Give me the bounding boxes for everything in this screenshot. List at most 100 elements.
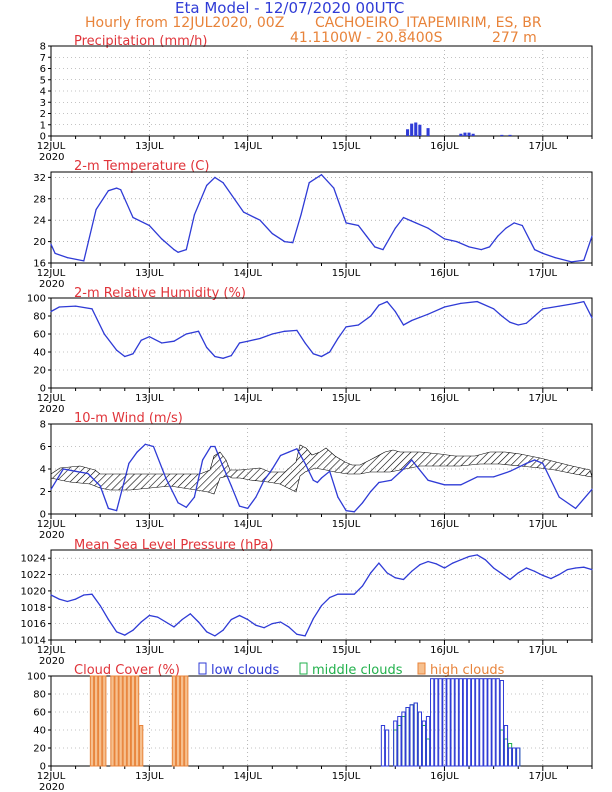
wind-point [329, 470, 331, 472]
temperature-ytick-label: 24 [33, 216, 46, 227]
wind-series-line [50, 443, 593, 513]
pressure-xtick-label: 12JUL [37, 645, 66, 656]
precip-ytick-label: 7 [40, 53, 46, 64]
precip-xtick-label: 17JUL [529, 141, 558, 152]
humidity-x-axis-labels: 12JUL 13JUL 14JUL 15JUL 16JUL 17JUL 2020 [37, 393, 558, 415]
precip-ytick-label: 5 [40, 75, 46, 86]
pressure-point [345, 593, 347, 595]
temperature-point [357, 224, 359, 227]
cloud-xtick-label: 16JUL [430, 771, 459, 782]
high-cloud-bar [180, 675, 185, 767]
wind-point [271, 468, 273, 470]
pressure-point [484, 559, 487, 561]
legend-low-label: low clouds [211, 663, 280, 678]
pressure-point [320, 605, 323, 607]
humidity-point [542, 308, 544, 310]
pressure-point [435, 563, 437, 565]
precip-bar [459, 133, 463, 136]
humidity-point [124, 355, 126, 358]
humidity-xtick-label: 12JUL [37, 393, 66, 404]
legend-high-swatch [417, 662, 426, 675]
temperature-xtick-label: 12JUL [37, 268, 66, 279]
temperature-point [185, 249, 187, 251]
humidity-point [345, 326, 347, 328]
pressure-ytick-label: 1024 [21, 554, 46, 565]
wind-point [378, 481, 380, 484]
low-cloud-bar [413, 702, 418, 767]
humidity-point [140, 339, 142, 341]
low-cloud-bar [458, 678, 463, 767]
temperature-point [132, 216, 134, 219]
temperature-panel: 16 20 24 28 32 [33, 171, 593, 270]
high-cloud-bar [118, 675, 123, 767]
temperature-point [243, 211, 245, 213]
pressure-point [50, 594, 52, 596]
cloud-ytick-label: 80 [33, 690, 46, 701]
pressure-point [197, 621, 200, 623]
pressure-point [566, 569, 569, 571]
temperature-point [50, 243, 52, 245]
temperature-point [443, 238, 446, 240]
low-cloud-bar [475, 678, 480, 767]
legend-high-label: high clouds [430, 663, 505, 678]
pressure-point [115, 631, 118, 633]
pressure-point [271, 623, 273, 625]
run-info: Hourly from 12JUL2020, 00Z [85, 15, 284, 31]
temperature-point [427, 227, 429, 229]
pressure-point [370, 572, 372, 574]
humidity-point [337, 337, 339, 340]
precip-bar [426, 128, 430, 136]
humidity-point [304, 342, 306, 344]
wind-point [493, 476, 495, 478]
temperature-point [83, 260, 85, 262]
temperature-point [505, 227, 507, 229]
humidity-year-label: 2020 [39, 404, 64, 415]
precip-ytick-label: 2 [40, 109, 46, 120]
pressure-point [247, 618, 249, 621]
low-cloud-bar [409, 704, 414, 767]
temperature-point [534, 249, 536, 251]
temperature-point [402, 216, 405, 219]
wind-point [136, 451, 138, 453]
humidity-ytick-label: 40 [33, 348, 46, 359]
humidity-point [534, 315, 536, 317]
temperature-point [333, 187, 335, 189]
temperature-ytick-label: 20 [33, 237, 46, 248]
humidity-point [320, 355, 323, 358]
wind-point [427, 479, 429, 481]
low-cloud-bar [446, 678, 451, 767]
humidity-ytick-label: 20 [33, 366, 46, 377]
wind-point [107, 507, 109, 509]
high-cloud-bar [89, 675, 95, 767]
humidity-point [161, 342, 163, 344]
station-coords: 41.1100W - 20.8400S [290, 30, 443, 46]
pressure-point [394, 577, 396, 579]
pressure-point [288, 626, 290, 628]
temperature-point [554, 257, 556, 259]
wind-ytick-label: 8 [40, 420, 46, 431]
pressure-point [468, 555, 470, 558]
pressure-frame [50, 549, 593, 641]
low-cloud-bar [483, 678, 488, 767]
pressure-point [591, 569, 593, 571]
temperature-point [542, 252, 544, 254]
temperature-year-label: 2020 [39, 279, 64, 290]
cloud-ytick-label: 60 [33, 708, 46, 719]
pressure-xtick-label: 15JUL [332, 645, 361, 656]
humidity-point [411, 319, 413, 322]
humidity-point [501, 315, 503, 317]
humidity-point [427, 313, 429, 315]
wind-point [62, 468, 64, 470]
pressure-point [361, 585, 364, 587]
temperature-point [107, 190, 109, 192]
pressure-point [189, 613, 191, 615]
precip-bar [406, 129, 410, 136]
pressure-point [132, 629, 134, 631]
temperature-point [66, 257, 68, 259]
cloud-panel-title: Cloud Cover (%) [74, 663, 180, 678]
low-cloud-bar [507, 747, 513, 767]
humidity-point [378, 304, 380, 306]
precip-x-axis-labels: 12JUL 13JUL 14JUL 15JUL 16JUL 17JUL 2020 [37, 141, 558, 163]
pressure-point [583, 566, 585, 568]
